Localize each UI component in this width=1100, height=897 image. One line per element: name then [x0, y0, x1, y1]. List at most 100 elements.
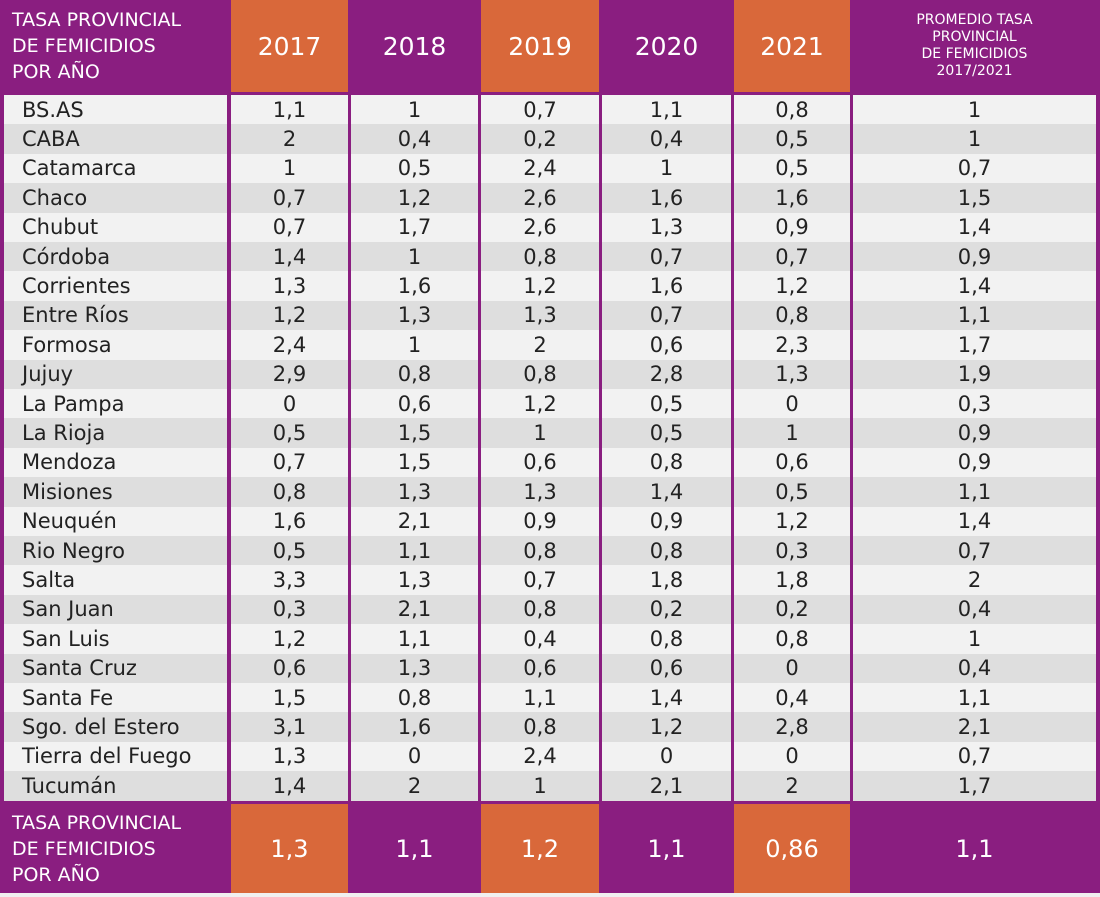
- province-name: Santa Fe: [4, 683, 227, 713]
- rate-cell-2019: 0,4: [481, 624, 599, 654]
- rate-cell-2017: 0: [231, 389, 348, 419]
- rate-cell-2020: 1,1: [602, 95, 731, 125]
- rate-cell-2017: 0,3: [231, 594, 348, 625]
- average-cell: 1,7: [853, 330, 1096, 360]
- rate-cell-2020: 0,5: [602, 418, 731, 448]
- average-cell: 0,9: [853, 447, 1096, 478]
- rate-cell-2019: 2,6: [481, 212, 599, 242]
- rate-cell-2018: 1,3: [351, 565, 478, 595]
- rate-cell-2020: 1,2: [602, 712, 731, 742]
- rate-cell-2018: 0,8: [351, 359, 478, 389]
- rate-cell-2018: 1,3: [351, 477, 478, 507]
- rate-cell-2017: 2: [231, 124, 348, 154]
- rate-cell-2019: 1,3: [481, 300, 599, 331]
- rate-cell-2018: 0,6: [351, 389, 478, 419]
- rate-cell-2017: 0,8: [231, 477, 348, 507]
- rate-cell-2017: 0,6: [231, 653, 348, 683]
- average-cell: 1,4: [853, 212, 1096, 242]
- rate-cell-2020: 1: [602, 153, 731, 184]
- average-cell: 1: [853, 95, 1096, 125]
- rate-cell-2021: 0,8: [734, 300, 850, 331]
- rate-cell-2017: 0,7: [231, 447, 348, 478]
- rate-cell-2018: 0,4: [351, 124, 478, 154]
- rate-cell-2019: 0,6: [481, 447, 599, 478]
- rate-cell-2019: 1,2: [481, 271, 599, 301]
- rate-cell-2019: 0,2: [481, 124, 599, 154]
- rate-cell-2019: 0,8: [481, 594, 599, 625]
- province-name: Córdoba: [4, 242, 227, 272]
- province-name: San Luis: [4, 624, 227, 654]
- header-label: TASA PROVINCIAL DE FEMICIDIOS POR AÑO: [12, 9, 182, 83]
- province-name: La Rioja: [4, 418, 227, 448]
- rate-cell-2018: 1,1: [351, 624, 478, 654]
- province-name: Tucumán: [4, 771, 227, 801]
- rate-cell-2019: 1,1: [481, 683, 599, 713]
- rate-cell-2018: 2,1: [351, 594, 478, 625]
- rate-cell-2021: 0,7: [734, 242, 850, 272]
- province-name: Tierra del Fuego: [4, 741, 227, 772]
- rate-cell-2017: 0,5: [231, 418, 348, 448]
- header-year-2018: 2018: [382, 31, 447, 61]
- rate-cell-2020: 0,8: [602, 447, 731, 478]
- province-name: Jujuy: [4, 359, 227, 389]
- average-cell: 2,1: [853, 712, 1096, 742]
- rate-cell-2019: 1,2: [481, 389, 599, 419]
- rate-cell-2017: 0,7: [231, 212, 348, 242]
- rate-cell-2019: 0,7: [481, 95, 599, 125]
- rate-cell-2021: 1,6: [734, 183, 850, 213]
- rate-cell-2021: 0,6: [734, 447, 850, 478]
- average-cell: 1: [853, 624, 1096, 654]
- rate-cell-2018: 1,1: [351, 536, 478, 566]
- rate-cell-2020: 1,6: [602, 183, 731, 213]
- rate-cell-2019: 2,6: [481, 183, 599, 213]
- rate-cell-2018: 1: [351, 330, 478, 360]
- province-name: Entre Ríos: [4, 300, 227, 331]
- average-cell: 0,7: [853, 153, 1096, 184]
- rate-cell-2017: 3,1: [231, 712, 348, 742]
- rate-cell-2020: 1,4: [602, 683, 731, 713]
- rate-cell-2019: 0,9: [481, 506, 599, 536]
- province-name: Rio Negro: [4, 536, 227, 566]
- province-name: Mendoza: [4, 447, 227, 478]
- rate-cell-2020: 0,7: [602, 300, 731, 331]
- rate-cell-2021: 0: [734, 389, 850, 419]
- rate-cell-2021: 2,8: [734, 712, 850, 742]
- rate-cell-2017: 1,4: [231, 771, 348, 801]
- rate-cell-2017: 1,1: [231, 95, 348, 125]
- footer-rate-2018: 1,1: [395, 834, 434, 863]
- rate-cell-2017: 2,4: [231, 330, 348, 360]
- average-cell: 0,4: [853, 653, 1096, 683]
- footer-rate-2020: 1,1: [647, 834, 686, 863]
- province-name: Misiones: [4, 477, 227, 507]
- rate-cell-2018: 1,5: [351, 418, 478, 448]
- province-name: BS.AS: [4, 95, 227, 125]
- rate-cell-2019: 1,3: [481, 477, 599, 507]
- average-cell: 1,7: [853, 771, 1096, 801]
- province-name: Catamarca: [4, 153, 227, 184]
- average-cell: 0,9: [853, 418, 1096, 448]
- rate-cell-2018: 0: [351, 741, 478, 772]
- footer-average: 1,1: [955, 834, 994, 863]
- rate-cell-2017: 1,6: [231, 506, 348, 536]
- average-cell: 2: [853, 565, 1096, 595]
- average-cell: 0,4: [853, 594, 1096, 625]
- header-year-2021: 2021: [734, 0, 850, 92]
- rate-cell-2021: 1,2: [734, 271, 850, 301]
- average-cell: 1,4: [853, 271, 1096, 301]
- rate-cell-2020: 0,9: [602, 506, 731, 536]
- rate-cell-2020: 0: [602, 741, 731, 772]
- rate-cell-2020: 0,6: [602, 653, 731, 683]
- rate-cell-2021: 1,2: [734, 506, 850, 536]
- rate-cell-2019: 0,8: [481, 712, 599, 742]
- rate-cell-2017: 1,3: [231, 741, 348, 772]
- rate-cell-2021: 0,5: [734, 153, 850, 184]
- rate-cell-2019: 2,4: [481, 153, 599, 184]
- rate-cell-2019: 0,8: [481, 242, 599, 272]
- rate-cell-2021: 1,3: [734, 359, 850, 389]
- province-name: Sgo. del Estero: [4, 712, 227, 742]
- rate-cell-2018: 1,3: [351, 300, 478, 331]
- average-cell: 1,9: [853, 359, 1096, 389]
- rate-cell-2021: 0,8: [734, 624, 850, 654]
- province-name: San Juan: [4, 594, 227, 625]
- rate-cell-2019: 0,6: [481, 653, 599, 683]
